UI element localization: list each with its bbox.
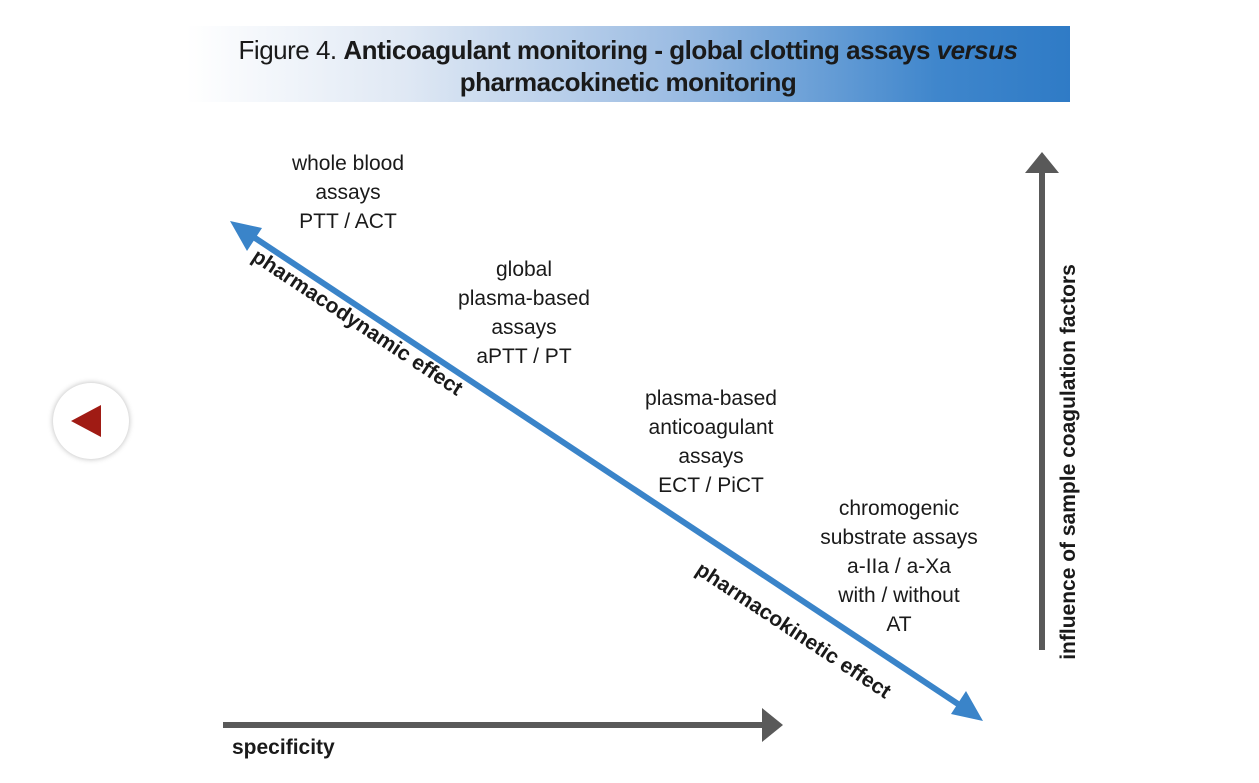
figure-number: Figure 4. (238, 35, 344, 65)
assay-label-line: whole blood (291, 152, 405, 175)
assay-label-line: PTT / ACT (299, 210, 397, 233)
assay-label-line: aPTT / PT (476, 345, 572, 368)
figure-title-line-2: pharmacokinetic monitoring (459, 67, 797, 97)
triangle-left-icon (71, 405, 101, 437)
y-axis-label: influence of sample coagulation factors (1057, 264, 1080, 660)
assay-label-line: ECT / PiCT (658, 474, 764, 497)
figure-title-italic: versus (936, 35, 1018, 65)
assay-group-whole-blood: whole blood assays PTT / ACT (248, 149, 448, 236)
specificity-arrow (223, 708, 783, 742)
assay-label-line: assays (491, 316, 557, 339)
assay-label-line: plasma-based (458, 287, 590, 310)
assay-label-line: AT (886, 613, 912, 636)
assay-label-line: with / without (838, 584, 960, 607)
assay-group-chromogenic: chromogenic substrate assays a-IIa / a-X… (799, 494, 999, 639)
assay-label-line: anticoagulant (648, 416, 774, 439)
figure-title-banner: Figure 4. Anticoagulant monitoring - glo… (186, 26, 1070, 102)
x-axis-label: specificity (232, 736, 335, 759)
figure-title-line-1: Figure 4. Anticoagulant monitoring - glo… (186, 35, 1070, 65)
assay-label-line: global (495, 258, 553, 281)
previous-slide-button[interactable] (53, 383, 129, 459)
assay-label-line: chromogenic (838, 497, 960, 520)
assay-label-line: assays (315, 181, 381, 204)
assay-label-line: plasma-based (645, 387, 777, 410)
assay-group-plasma-anticoagulant: plasma-based anticoagulant assays ECT / … (611, 384, 811, 500)
diagonal-double-arrow (230, 221, 983, 721)
figure-title-bold: Anticoagulant monitoring - global clotti… (343, 35, 937, 65)
assay-label-line: assays (678, 445, 744, 468)
influence-arrow (1025, 152, 1059, 650)
assay-label-line: substrate assays (820, 526, 978, 549)
assay-group-global-plasma: global plasma-based assays aPTT / PT (424, 255, 624, 371)
assay-label-line: a-IIa / a-Xa (847, 555, 951, 578)
